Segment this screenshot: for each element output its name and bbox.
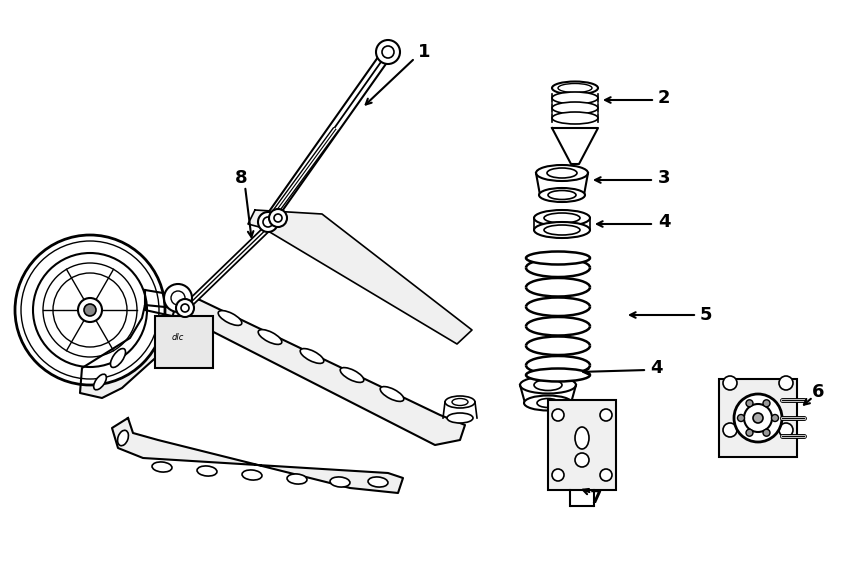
Ellipse shape xyxy=(534,222,590,238)
Ellipse shape xyxy=(330,477,350,487)
Ellipse shape xyxy=(94,374,106,390)
Ellipse shape xyxy=(526,251,590,264)
Circle shape xyxy=(763,429,770,436)
Text: 1: 1 xyxy=(418,43,431,61)
Circle shape xyxy=(744,404,772,432)
Polygon shape xyxy=(112,418,403,493)
Ellipse shape xyxy=(547,168,577,178)
Ellipse shape xyxy=(340,367,364,382)
Ellipse shape xyxy=(536,165,588,181)
Circle shape xyxy=(263,217,273,227)
Ellipse shape xyxy=(197,466,217,476)
Polygon shape xyxy=(248,210,472,344)
Ellipse shape xyxy=(539,188,585,202)
Circle shape xyxy=(21,241,159,379)
Ellipse shape xyxy=(152,462,172,472)
Circle shape xyxy=(753,413,763,423)
Circle shape xyxy=(746,429,753,436)
Ellipse shape xyxy=(552,92,598,104)
Ellipse shape xyxy=(544,213,580,223)
Ellipse shape xyxy=(300,348,324,363)
Polygon shape xyxy=(80,305,175,398)
Ellipse shape xyxy=(534,380,562,390)
Circle shape xyxy=(723,376,737,390)
Polygon shape xyxy=(552,128,598,164)
Ellipse shape xyxy=(548,190,576,200)
Ellipse shape xyxy=(526,369,590,381)
Ellipse shape xyxy=(558,83,592,93)
Ellipse shape xyxy=(242,470,262,480)
Ellipse shape xyxy=(575,427,589,449)
Circle shape xyxy=(600,469,612,481)
Ellipse shape xyxy=(287,474,307,484)
Circle shape xyxy=(84,304,96,316)
Text: 3: 3 xyxy=(658,169,671,187)
Circle shape xyxy=(269,209,287,227)
Circle shape xyxy=(15,235,165,385)
Circle shape xyxy=(779,376,793,390)
Circle shape xyxy=(382,46,394,58)
Circle shape xyxy=(552,409,564,421)
Text: 4: 4 xyxy=(658,213,671,231)
Circle shape xyxy=(258,212,278,232)
Bar xyxy=(155,316,213,368)
Circle shape xyxy=(772,415,778,421)
Ellipse shape xyxy=(537,398,559,408)
Ellipse shape xyxy=(445,396,475,408)
Ellipse shape xyxy=(524,396,572,411)
Text: 5: 5 xyxy=(700,306,713,324)
Text: 6: 6 xyxy=(812,383,824,401)
Circle shape xyxy=(181,304,189,312)
Ellipse shape xyxy=(520,377,576,393)
Ellipse shape xyxy=(552,102,598,114)
Circle shape xyxy=(723,423,737,437)
Ellipse shape xyxy=(218,310,242,325)
Circle shape xyxy=(376,40,400,64)
Circle shape xyxy=(575,453,589,467)
Ellipse shape xyxy=(258,329,282,344)
Text: dlc: dlc xyxy=(172,333,185,342)
Circle shape xyxy=(171,291,185,305)
Circle shape xyxy=(274,214,282,222)
Circle shape xyxy=(738,415,745,421)
Ellipse shape xyxy=(552,82,598,94)
Circle shape xyxy=(779,423,793,437)
Circle shape xyxy=(734,394,782,442)
Circle shape xyxy=(746,400,753,407)
Circle shape xyxy=(176,299,194,317)
Ellipse shape xyxy=(544,225,580,235)
Ellipse shape xyxy=(110,348,125,367)
Ellipse shape xyxy=(368,477,388,487)
Ellipse shape xyxy=(117,430,129,446)
Circle shape xyxy=(33,253,147,367)
Bar xyxy=(548,400,616,490)
Ellipse shape xyxy=(552,112,598,124)
Circle shape xyxy=(43,263,137,357)
Circle shape xyxy=(763,400,770,407)
Text: 7: 7 xyxy=(590,489,602,507)
Polygon shape xyxy=(145,290,465,445)
Ellipse shape xyxy=(534,210,590,226)
Ellipse shape xyxy=(381,386,404,401)
Circle shape xyxy=(53,273,127,347)
Text: 8: 8 xyxy=(235,169,248,187)
Text: 4: 4 xyxy=(650,359,663,377)
Ellipse shape xyxy=(452,398,468,405)
Bar xyxy=(719,379,797,457)
Ellipse shape xyxy=(447,413,473,423)
Circle shape xyxy=(78,298,102,322)
Circle shape xyxy=(552,469,564,481)
Circle shape xyxy=(600,409,612,421)
Circle shape xyxy=(164,284,192,312)
Text: 2: 2 xyxy=(658,89,671,107)
